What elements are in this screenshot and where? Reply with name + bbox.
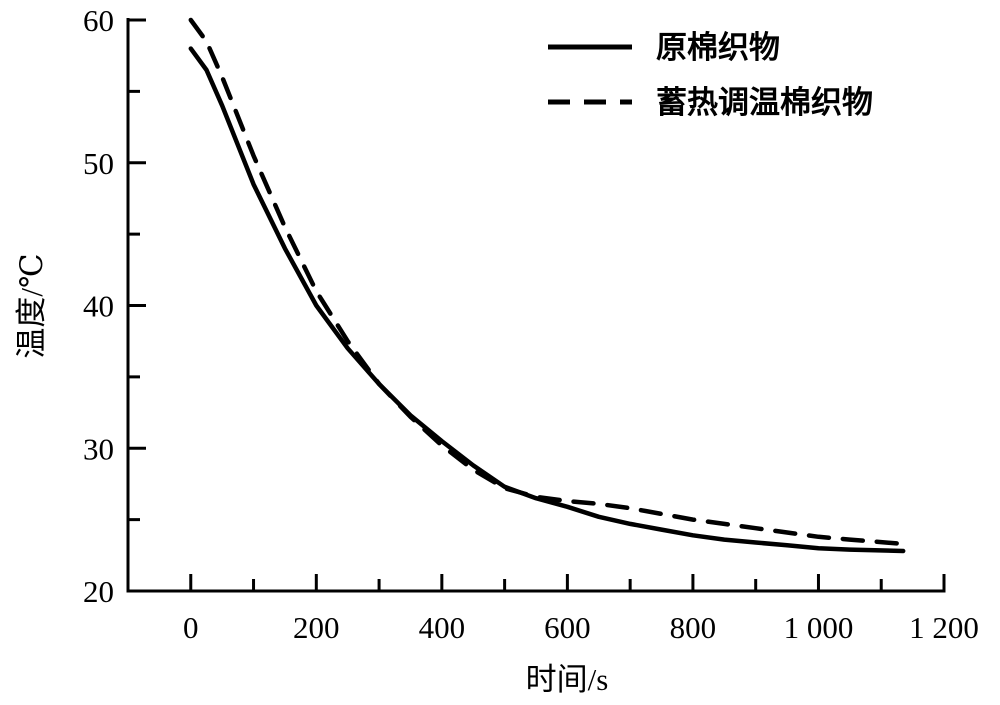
y-tick-label: 60 bbox=[83, 3, 114, 38]
x-tick-label: 200 bbox=[293, 610, 340, 645]
legend: 原棉织物 蓄热调温棉织物 bbox=[548, 30, 873, 121]
x-tick-label: 400 bbox=[419, 610, 466, 645]
y-tick-label: 50 bbox=[83, 146, 114, 181]
series-line-1 bbox=[188, 17, 906, 547]
series-lines bbox=[188, 17, 906, 554]
x-tick-label: 1 200 bbox=[909, 610, 979, 645]
series-line-0 bbox=[188, 46, 906, 554]
x-axis-label: 时间/s bbox=[526, 662, 609, 697]
y-tick-label: 40 bbox=[83, 289, 114, 324]
legend-label-1: 蓄热调温棉织物 bbox=[656, 85, 873, 121]
x-tick-label: 600 bbox=[544, 610, 591, 645]
x-tick-label: 0 bbox=[183, 610, 199, 645]
y-tick-label: 20 bbox=[83, 574, 114, 609]
y-axis-label: 温度/℃ bbox=[14, 253, 49, 358]
legend-label-0: 原棉织物 bbox=[656, 30, 780, 66]
x-tick-label: 1 000 bbox=[784, 610, 854, 645]
y-tick-label: 30 bbox=[83, 431, 114, 466]
x-tick-label: 800 bbox=[670, 610, 717, 645]
